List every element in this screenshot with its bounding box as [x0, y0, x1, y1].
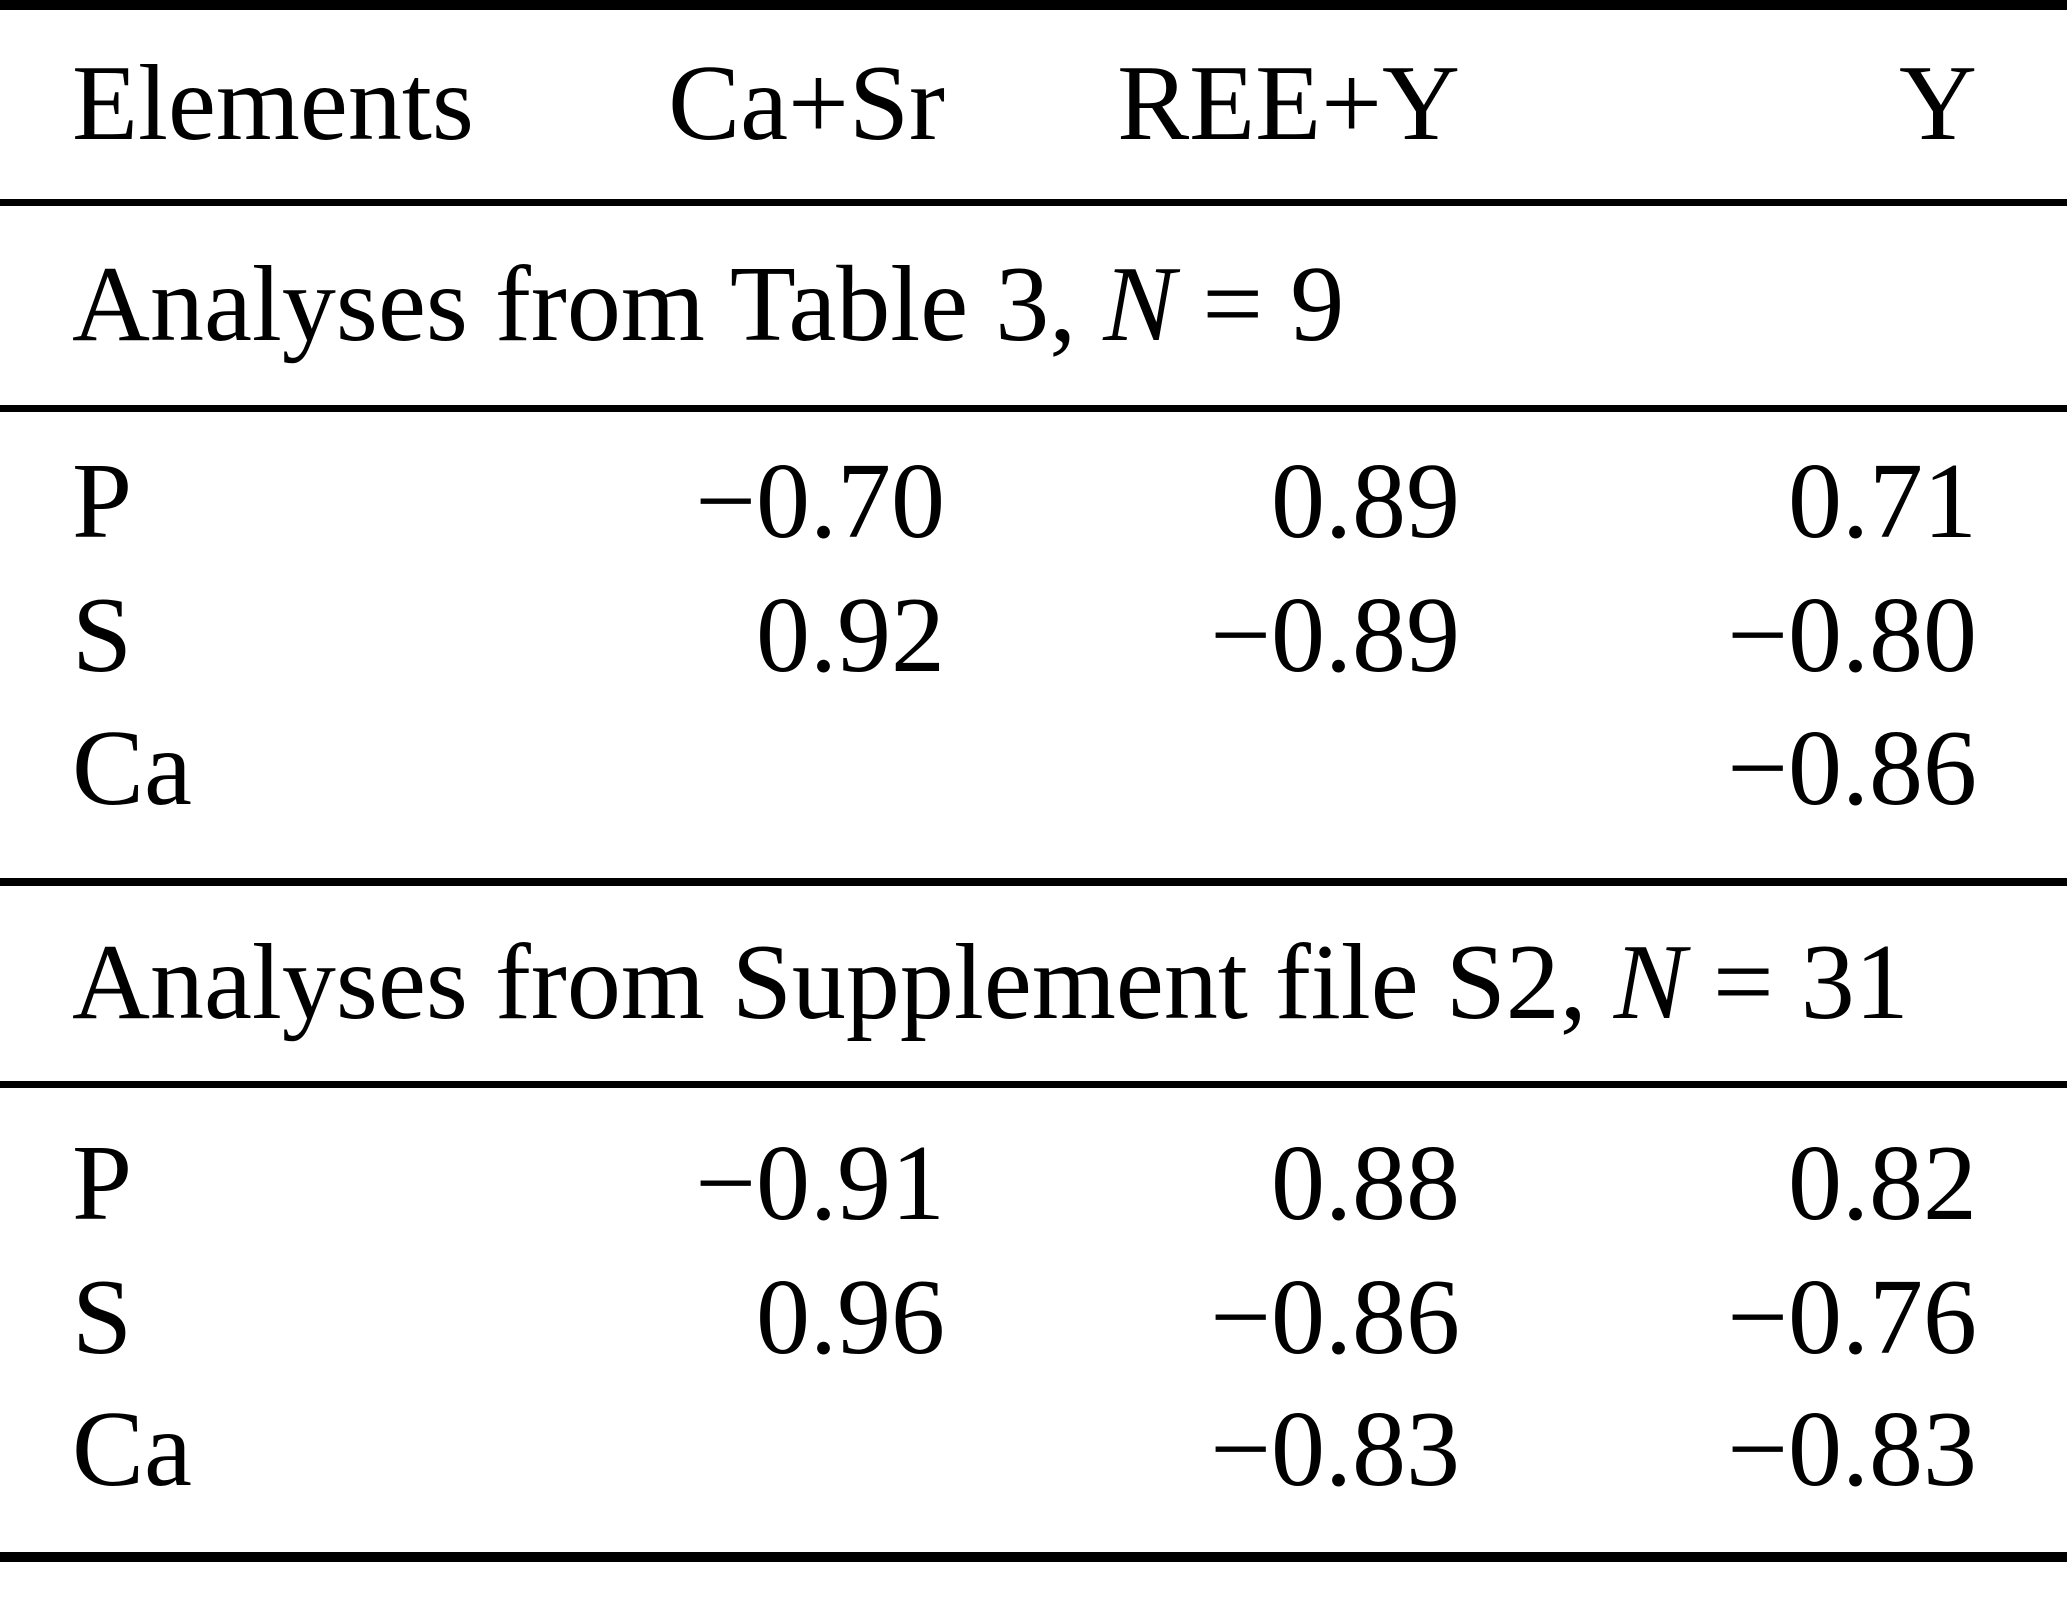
table-row: Ca −0.83 −0.83 [0, 1385, 2067, 1557]
element-label: Ca [72, 1390, 192, 1509]
section-heading-row: Analyses from Supplement file S2, N = 31 [0, 882, 2067, 1084]
element-label: S [72, 575, 133, 695]
section-heading-1-prefix: Analyses from Table 3, [72, 245, 1104, 364]
section-heading-1: Analyses from Table 3, N = 9 [0, 202, 2067, 408]
table-header-row: Elements Ca+Sr REE+Y Y [0, 5, 2067, 202]
table-cell: 0.89 [1271, 442, 1460, 562]
element-label: P [72, 442, 133, 562]
table-cell [480, 1385, 945, 1557]
table-cell: 0.82 [1788, 1124, 1977, 1244]
table-cell: 0.71 [1788, 442, 1977, 562]
section-heading-2-suffix: = 31 [1685, 923, 1909, 1043]
table-row: Ca −0.86 [0, 703, 2067, 882]
column-header-y: Y [1899, 44, 1977, 164]
section-heading-2: Analyses from Supplement file S2, N = 31 [0, 882, 2067, 1084]
column-header-elements: Elements [72, 44, 474, 164]
table-cell: −0.83 [1210, 1390, 1460, 1509]
table-cell: −0.76 [1727, 1257, 1977, 1377]
section-heading-2-n-symbol: N [1613, 923, 1686, 1043]
section-heading-2-prefix: Analyses from Supplement file S2, [72, 923, 1614, 1043]
table-cell: −0.89 [1210, 575, 1460, 695]
table-cell: −0.86 [1210, 1257, 1460, 1377]
table-cell: −0.80 [1727, 575, 1977, 695]
column-header-ree-y: REE+Y [1117, 44, 1460, 164]
table-cell: 0.96 [756, 1257, 945, 1377]
table-cell: −0.86 [1727, 708, 1977, 828]
table-cell: 0.92 [756, 575, 945, 695]
table-row: P −0.70 0.89 0.71 [0, 408, 2067, 568]
table-row: P −0.91 0.88 0.82 [0, 1084, 2067, 1250]
element-label: P [72, 1124, 133, 1244]
table-cell [480, 703, 945, 882]
table-row: S 0.96 −0.86 −0.76 [0, 1250, 2067, 1385]
table-cell: −0.70 [695, 442, 945, 562]
table-cell: 0.88 [1271, 1124, 1460, 1244]
element-label: S [72, 1257, 133, 1377]
column-header-ca-sr: Ca+Sr [668, 44, 945, 164]
correlation-table: Elements Ca+Sr REE+Y Y Analyses from Tab… [0, 0, 2067, 1562]
element-label: Ca [72, 708, 192, 828]
table-row: S 0.92 −0.89 −0.80 [0, 568, 2067, 703]
table-cell: −0.91 [695, 1124, 945, 1244]
section-heading-row: Analyses from Table 3, N = 9 [0, 202, 2067, 408]
table-cell: −0.83 [1727, 1390, 1977, 1509]
table-cell [945, 703, 1460, 882]
section-heading-1-n-symbol: N [1103, 245, 1176, 364]
section-heading-1-suffix: = 9 [1175, 245, 1345, 364]
